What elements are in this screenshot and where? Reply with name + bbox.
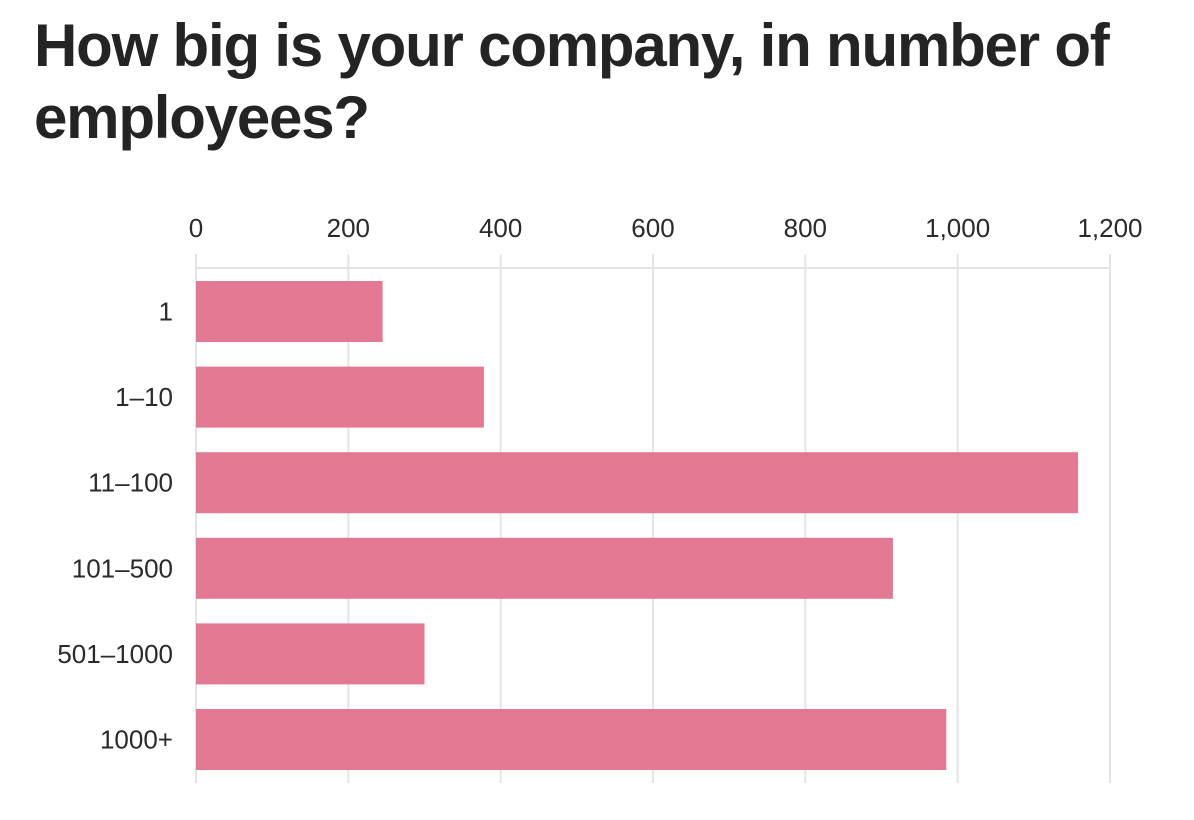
y-tick-label: 501–1000 xyxy=(57,639,173,669)
y-tick-labels: 1 1–10 11–100 101–500 501–1000 1000+ xyxy=(57,297,173,755)
bars xyxy=(196,281,1079,770)
bar xyxy=(196,623,425,685)
x-tick-label: 0 xyxy=(189,213,203,243)
chart-title: How big is your company, in number of em… xyxy=(34,12,1110,151)
y-tick-label: 101–500 xyxy=(72,553,173,583)
x-tick-labels: 0 200 400 600 800 1,000 1,200 xyxy=(189,213,1143,243)
bar xyxy=(196,537,893,599)
y-tick-label: 1–10 xyxy=(115,382,173,412)
x-tick-label: 600 xyxy=(631,213,674,243)
y-tick-label: 11–100 xyxy=(88,468,173,498)
bar xyxy=(196,709,947,770)
y-tick-label: 1000+ xyxy=(100,725,173,755)
x-tick-label: 1,000 xyxy=(925,213,990,243)
y-tick-label: 1 xyxy=(159,297,173,327)
x-tick-label: 800 xyxy=(784,213,827,243)
bar xyxy=(196,281,383,342)
bar xyxy=(196,452,1079,514)
gridlines xyxy=(195,254,1111,783)
x-tick-label: 200 xyxy=(327,213,370,243)
x-tick-label: 400 xyxy=(479,213,522,243)
bar xyxy=(196,366,484,428)
x-tick-label: 1,200 xyxy=(1077,213,1142,243)
